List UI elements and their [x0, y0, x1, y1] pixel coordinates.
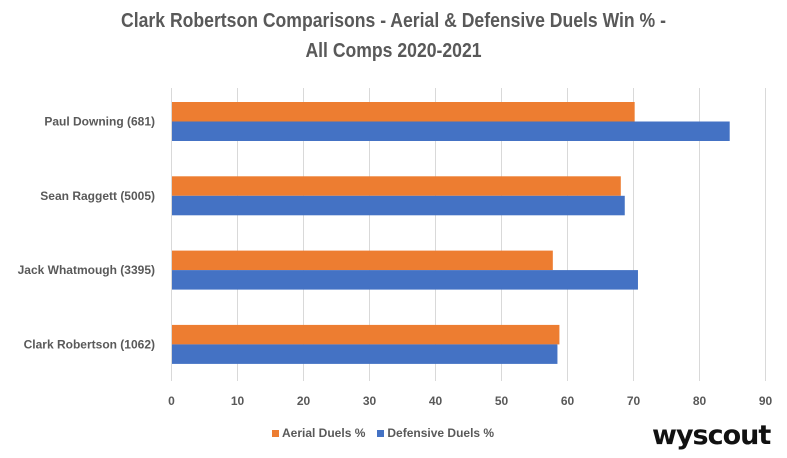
bar-defensive-3 [172, 344, 558, 364]
bar-defensive-2 [172, 270, 638, 290]
x-tick-labels: 0 10 20 30 40 50 60 70 80 90 [168, 394, 772, 408]
legend-swatch-aerial [272, 429, 279, 437]
legend-label-defensive: Defensive Duels % [387, 426, 495, 440]
x-tick-label-20: 20 [297, 394, 311, 408]
chart-title-line-1: Clark Robertson Comparisons - Aerial & D… [121, 10, 666, 32]
bar-defensive-0 [172, 121, 730, 141]
wyscout-logo: wyscout [652, 420, 771, 451]
category-label-1: Sean Raggett (5005) [40, 189, 155, 203]
x-tick-label-70: 70 [627, 394, 641, 408]
legend-item-aerial: Aerial Duels % [272, 426, 365, 440]
legend-label-aerial: Aerial Duels % [282, 426, 366, 440]
bar-aerial-0 [172, 102, 635, 122]
bars [172, 102, 730, 364]
x-tick-label-50: 50 [495, 394, 509, 408]
chart-title-line-2: All Comps 2020-2021 [305, 40, 482, 62]
category-label-0: Paul Downing (681) [44, 115, 155, 129]
category-labels: Paul Downing (681) Sean Raggett (5005) Jac… [18, 115, 155, 352]
bar-aerial-3 [172, 324, 560, 345]
bar-aerial-1 [172, 176, 621, 196]
x-tick-label-30: 30 [363, 394, 377, 408]
x-tick-label-0: 0 [168, 394, 175, 408]
x-tick-label-10: 10 [231, 394, 245, 408]
chart-title: Clark Robertson Comparisons - Aerial & D… [47, 6, 740, 66]
category-label-3: Clark Robertson (1062) [24, 337, 155, 351]
x-tick-label-40: 40 [429, 394, 443, 408]
legend: Aerial Duels % Defensive Duels % [272, 426, 494, 440]
category-label-2: Jack Whatmough (3395) [18, 263, 155, 277]
bar-defensive-1 [172, 195, 625, 216]
legend-swatch-defensive [377, 429, 385, 437]
x-tick-label-90: 90 [759, 394, 773, 408]
bar-aerial-2 [172, 250, 553, 271]
legend-item-defensive: Defensive Duels % [377, 426, 494, 440]
x-tick-label-60: 60 [561, 394, 575, 408]
x-tick-label-80: 80 [693, 394, 707, 408]
